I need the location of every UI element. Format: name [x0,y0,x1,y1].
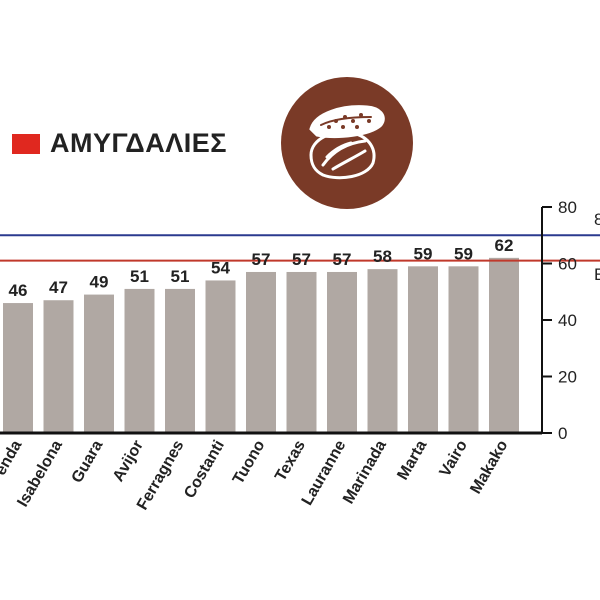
value-label-guara: 49 [90,273,109,292]
value-label-lauranne: 57 [333,250,352,269]
bar-penda [3,303,33,433]
bar-costanti [205,280,236,433]
value-label-texas: 57 [292,250,311,269]
y-axis: 0 20 40 60 80 [0,198,577,443]
category-label-marta: Marta [394,437,430,483]
category-label-vairo: Vairo [437,437,471,480]
bar-makako [489,257,519,433]
category-label-texas: Texas [272,437,309,484]
almond-icon [309,105,385,180]
bar-guara [84,294,114,433]
category-label-tuono: Tuono [230,437,269,487]
value-label-vairo: 59 [454,244,473,263]
category-label-penda: enda [0,437,26,478]
edge-label-top: 8 [594,210,600,229]
bar-marta [408,266,438,433]
value-label-ferragnes: 51 [171,267,190,286]
value-label-marinada: 58 [373,247,392,266]
bar-avijor [124,288,155,433]
bar-isabelona [43,300,74,433]
reference-lines-group [0,234,600,262]
value-label-isabelona: 47 [49,278,68,297]
bar-lauranne [327,271,357,433]
value-label-avijor: 51 [130,267,149,286]
edge-label-bottom: E [594,265,600,284]
category-label-makako: Makako [467,437,511,497]
value-labels-group: 46 47 49 51 51 54 57 57 57 58 59 59 62 [9,236,514,300]
y-tick-label-0: 0 [558,424,567,443]
bars-group [3,257,519,433]
category-label-guara: Guara [69,437,107,486]
legend: ΑΜΥΓΔΑΛΙΕΣ [12,128,227,159]
y-tick-label-20: 20 [558,368,577,387]
y-tick-label-40: 40 [558,311,577,330]
bar-vairo [448,266,479,433]
bar-ferragnes [165,288,195,433]
y-tick-label-80: 80 [558,198,577,217]
value-label-tuono: 57 [252,250,271,269]
category-label-costanti: Costanti [181,438,228,502]
bar-tuono [246,271,276,433]
bar-marinada [367,269,398,433]
legend-swatch [12,133,40,154]
y-tick-label-60: 60 [558,255,577,274]
almond-badge [281,77,413,209]
category-label-avijor: Avijor [110,438,147,485]
legend-label: ΑΜΥΓΔΑΛΙΕΣ [50,128,227,158]
value-label-costanti: 54 [211,258,230,277]
value-label-penda: 46 [9,281,28,300]
bar-texas [286,271,317,433]
value-label-marta: 59 [414,244,433,263]
value-label-makako: 62 [495,236,514,255]
